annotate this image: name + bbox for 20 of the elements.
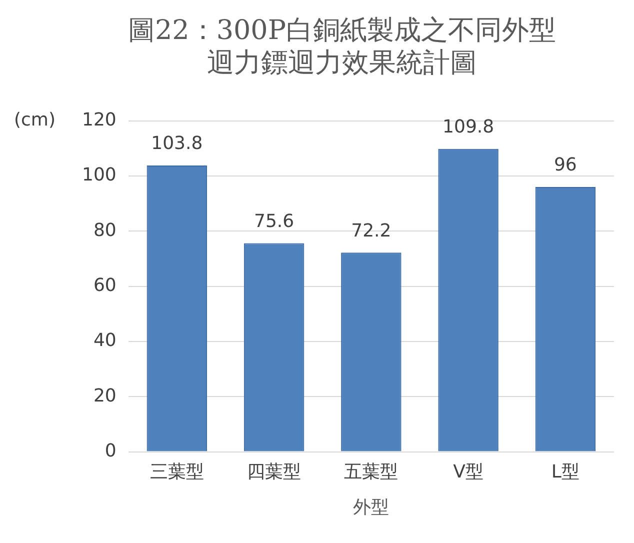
x-tick-label: 三葉型 (150, 461, 204, 482)
data-label: 109.8 (442, 116, 494, 138)
x-tick-label: L型 (551, 461, 580, 482)
chart-title: 圖22：300P白銅紙製成之不同外型迴力鏢迴力效果統計圖 (128, 15, 556, 79)
y-tick-label: 80 (93, 220, 116, 241)
data-label: 75.6 (254, 210, 294, 232)
x-tick-label: 四葉型 (247, 461, 302, 482)
y-tick-label: 100 (82, 164, 116, 186)
x-tick-label: 五葉型 (344, 461, 398, 482)
data-label: 103.8 (151, 133, 203, 154)
y-tick-label: 120 (82, 109, 116, 130)
x-tick-label: V型 (453, 461, 484, 482)
x-axis-title: 外型 (353, 496, 390, 518)
y-tick-label: 20 (93, 385, 116, 406)
data-label: 72.2 (351, 220, 392, 242)
y-tick-label: 40 (93, 330, 116, 352)
data-label: 96 (554, 154, 577, 176)
y-axis-title: (cm) (14, 109, 56, 130)
y-tick-label: 0 (104, 440, 116, 462)
y-tick-label: 60 (93, 274, 116, 296)
